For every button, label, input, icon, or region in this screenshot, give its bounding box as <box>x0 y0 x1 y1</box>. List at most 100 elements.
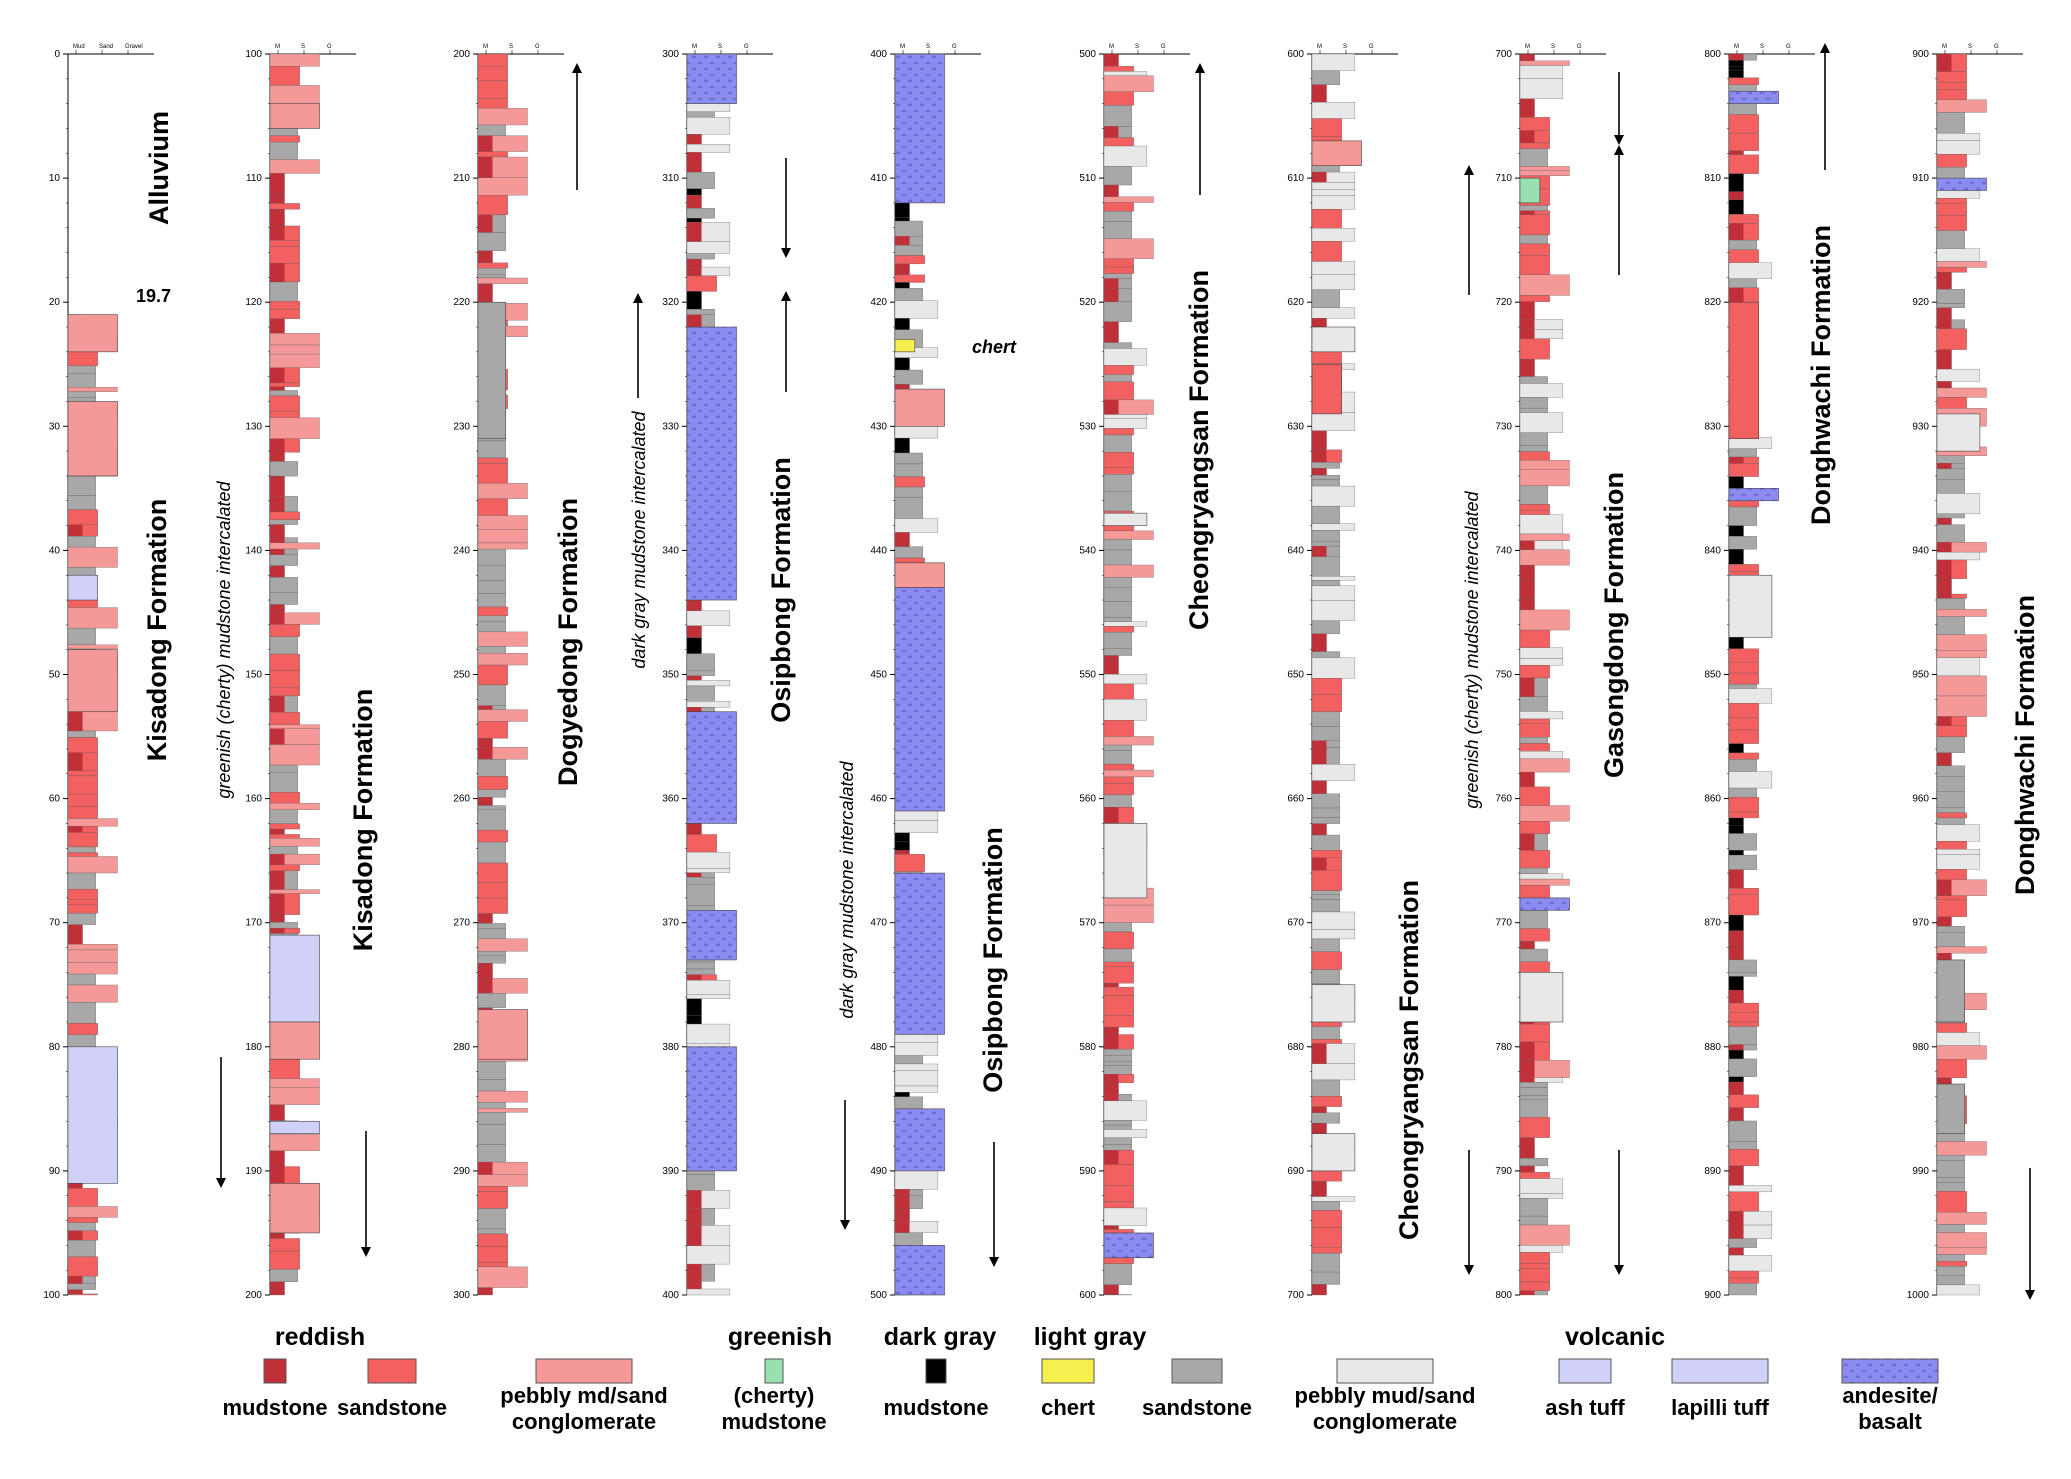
depth-marker-label: 19.7 <box>136 286 171 306</box>
grain-scale-label: G <box>1161 44 1166 50</box>
lithology-unit <box>1520 178 1540 203</box>
lithology-bed <box>1520 211 1535 215</box>
lithology-bed <box>1520 78 1563 99</box>
intercalation-note: dark gray mudstone intercalated <box>629 410 649 668</box>
lithology-bed <box>687 638 702 654</box>
legend-label-line: andesite/ <box>1842 1383 1937 1408</box>
lithology-bed <box>270 613 285 625</box>
lithology-bed <box>270 1167 285 1184</box>
lithology-bed <box>270 854 285 865</box>
lithology-unit <box>270 1121 320 1133</box>
lithology-bed <box>1104 777 1134 783</box>
lithology-bed <box>478 1234 508 1247</box>
lithology-unit <box>1312 327 1355 352</box>
lithology-bed <box>270 593 298 605</box>
lithology-bed <box>478 830 508 842</box>
lithology-bed <box>270 824 300 829</box>
lithology-bed <box>1729 279 1757 288</box>
lithology-bed <box>687 208 715 218</box>
lithology-bed <box>1312 850 1342 857</box>
lithology-bed <box>270 745 320 766</box>
depth-tick-label: 320 <box>662 297 679 308</box>
depth-tick-label: 630 <box>1287 421 1304 432</box>
lithology-bed <box>1312 939 1340 952</box>
lithology-bed <box>270 390 298 395</box>
lithology-bed <box>478 268 506 274</box>
lithology-bed <box>478 1209 506 1229</box>
depth-tick-label: 530 <box>1079 421 1096 432</box>
legend-group-lightgray: light gray <box>1034 1323 1147 1351</box>
depth-tick-label: 660 <box>1287 794 1304 805</box>
lithology-bed <box>1104 626 1134 632</box>
lithology-bed <box>1104 1226 1119 1230</box>
lithology-bed <box>478 790 506 798</box>
grain-scale-label: S <box>509 44 513 50</box>
lithology-bed <box>478 776 508 789</box>
lithology-bed <box>68 525 83 537</box>
lithology-bed <box>1937 825 1980 842</box>
lithology-bed <box>687 218 702 222</box>
lithology-bed <box>1729 288 1744 304</box>
lithology-bed <box>1312 182 1355 189</box>
lithology-bed <box>1729 174 1744 192</box>
lithology-bed <box>1104 1285 1119 1295</box>
lithology-bed <box>270 687 300 696</box>
depth-tick-label: 610 <box>1287 173 1304 184</box>
lithology-bed <box>687 680 730 686</box>
lithology-bed <box>270 301 300 309</box>
lithology-bed <box>1520 599 1535 610</box>
lithology-bed <box>270 520 298 525</box>
lithology-bed <box>1312 1044 1327 1064</box>
lithology-bed <box>1312 712 1340 726</box>
lithology-bed <box>1729 54 1744 60</box>
lithology-unit <box>1312 364 1342 414</box>
lithology-bed <box>478 806 506 810</box>
legend-label-line: (cherty) <box>734 1383 815 1408</box>
lithology-bed <box>1937 100 1987 113</box>
lithology-bed <box>1520 850 1550 868</box>
lithology-bed <box>1104 745 1132 750</box>
lithology-unit <box>1729 575 1772 637</box>
lithology-bed <box>1729 457 1744 463</box>
lithology-bed <box>270 865 300 871</box>
lithology-bed <box>1104 905 1154 923</box>
lithology-bed <box>1312 542 1340 546</box>
lithology-bed <box>1104 66 1134 71</box>
lithology-bed <box>1104 1027 1119 1034</box>
lithology-bed <box>270 846 298 854</box>
lithology-bed <box>1937 303 1965 307</box>
lithology-bed <box>68 950 118 962</box>
lithology-bed <box>687 1225 702 1246</box>
lithology-bed <box>1937 267 1967 272</box>
lithology-bed <box>270 496 285 512</box>
lithology-bed <box>1312 119 1342 137</box>
depth-tick-label: 700 <box>1287 1290 1304 1301</box>
lithology-bed <box>1937 1233 1987 1248</box>
lithology-bed <box>1729 649 1759 662</box>
depth-tick-label: 790 <box>1495 1166 1512 1177</box>
lithology-bed <box>1520 377 1548 384</box>
lithology-bed <box>1729 1185 1772 1191</box>
lithology-bed <box>478 441 506 458</box>
lithology-bed <box>1729 250 1759 263</box>
lithology-bed <box>478 499 508 516</box>
lithology-bed <box>1729 1248 1744 1255</box>
depth-tick-label: 350 <box>662 670 679 681</box>
lithology-bed <box>1937 525 1965 543</box>
depth-tick-label: 280 <box>453 1042 470 1053</box>
lithology-bed <box>1104 1055 1132 1061</box>
lithology-bed <box>1312 1247 1342 1253</box>
lithology-bed <box>1937 609 1987 616</box>
lithology-bed <box>1937 1046 1987 1060</box>
depth-tick-label: 670 <box>1287 918 1304 929</box>
lithology-bed <box>1937 154 1967 167</box>
lithology-bed <box>478 458 508 463</box>
lithology-bed <box>68 904 98 913</box>
depth-tick-label: 860 <box>1704 794 1721 805</box>
depth-tick-label: 100 <box>43 1290 60 1301</box>
lithology-bed <box>1937 896 1967 900</box>
lithology-bed <box>1729 1142 1757 1150</box>
lithology-bed <box>1104 565 1154 577</box>
lithology-bed <box>1104 622 1147 626</box>
lithology-bed <box>687 1024 730 1044</box>
